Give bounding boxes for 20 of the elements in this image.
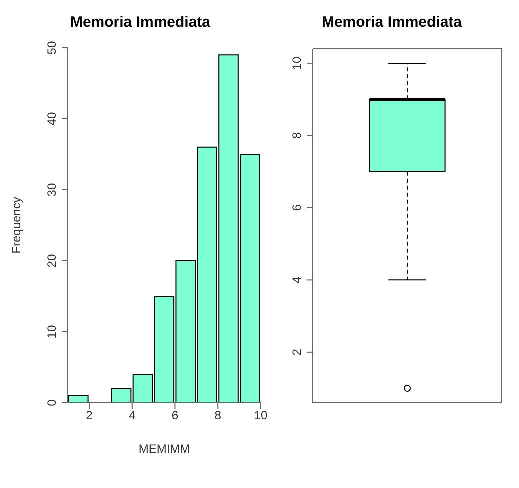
- y-tick-label: 6: [290, 204, 304, 212]
- x-axis-title: MEMIMM: [138, 442, 190, 456]
- y-tick-label: 2: [290, 348, 304, 356]
- chart-title: Memoria Immediata: [320, 13, 464, 33]
- x-tick-label: 8: [214, 408, 222, 423]
- y-tick-label: 10: [45, 325, 59, 339]
- y-tick-label: 4: [290, 276, 304, 284]
- y-tick-label: 30: [45, 183, 59, 197]
- chart-title: Memoria Immediata: [69, 13, 212, 33]
- y-tick-label: 10: [290, 56, 304, 70]
- x-tick-label: 2: [86, 408, 94, 423]
- y-tick-label: 40: [45, 112, 59, 126]
- y-tick-label: 8: [290, 132, 304, 140]
- y-tick-label: 50: [45, 41, 59, 55]
- x-tick-label: 10: [254, 408, 268, 423]
- y-tick-label: 0: [45, 399, 59, 406]
- y-tick-label: 20: [45, 254, 59, 268]
- y-axis-title: Frequency: [9, 197, 24, 254]
- x-tick-label: 6: [172, 408, 179, 423]
- x-tick-label: 4: [128, 408, 136, 423]
